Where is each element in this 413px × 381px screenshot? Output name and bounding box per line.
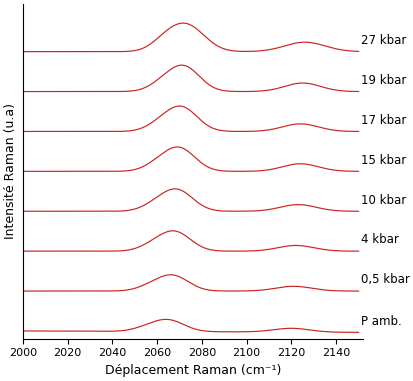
Text: 19 kbar: 19 kbar: [360, 74, 405, 87]
Text: 27 kbar: 27 kbar: [360, 34, 405, 47]
Text: 17 kbar: 17 kbar: [360, 114, 405, 127]
Text: 4 kbar: 4 kbar: [360, 234, 398, 247]
Text: 10 kbar: 10 kbar: [360, 194, 405, 207]
X-axis label: Déplacement Raman (cm⁻¹): Déplacement Raman (cm⁻¹): [104, 364, 280, 377]
Text: 0,5 kbar: 0,5 kbar: [360, 273, 409, 286]
Text: 15 kbar: 15 kbar: [360, 154, 405, 166]
Text: P amb.: P amb.: [360, 315, 401, 328]
Y-axis label: Intensité Raman (u.a): Intensité Raman (u.a): [4, 103, 17, 239]
